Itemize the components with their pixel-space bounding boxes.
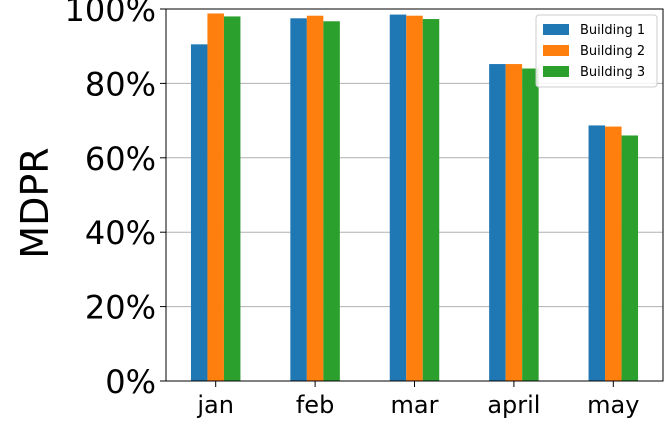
y-tick-label: 100% (65, 0, 156, 29)
y-tick-label: 60% (85, 140, 156, 178)
y-tick-label: 20% (85, 289, 156, 327)
y-axis-ticks: 0% 20% 40% 60% 80% 100% (65, 0, 166, 401)
bar (505, 64, 523, 381)
legend-label: Building 3 (580, 65, 645, 80)
bar (522, 68, 539, 382)
x-tick-label: april (487, 391, 540, 419)
y-tick-label: 40% (85, 214, 156, 252)
legend-swatch (543, 66, 569, 77)
x-tick-label: jan (196, 391, 234, 419)
legend: Building 1 Building 2 Building 3 (535, 14, 658, 88)
bars (190, 13, 639, 382)
bar (605, 126, 622, 381)
bar (207, 13, 224, 382)
legend-swatch (543, 45, 569, 56)
x-tick-label: feb (296, 391, 334, 419)
bar (621, 135, 639, 381)
x-axis-ticks: jan feb mar april may (196, 381, 639, 419)
bar (422, 19, 440, 381)
legend-label: Building 2 (580, 44, 645, 59)
y-tick-label: 80% (85, 65, 156, 103)
bar (389, 14, 407, 382)
bar (323, 21, 340, 381)
x-tick-label: mar (391, 391, 439, 419)
y-axis-label: MDPR (13, 147, 57, 258)
x-tick-label: may (587, 391, 639, 419)
bar (190, 44, 208, 382)
legend-label: Building 1 (580, 23, 645, 38)
bar (489, 64, 506, 381)
bar (223, 16, 241, 381)
bar (306, 15, 324, 381)
bar (588, 125, 606, 381)
bar (406, 15, 423, 381)
legend-swatch (543, 24, 569, 35)
y-tick-label: 0% (105, 363, 156, 401)
bar (290, 18, 307, 382)
